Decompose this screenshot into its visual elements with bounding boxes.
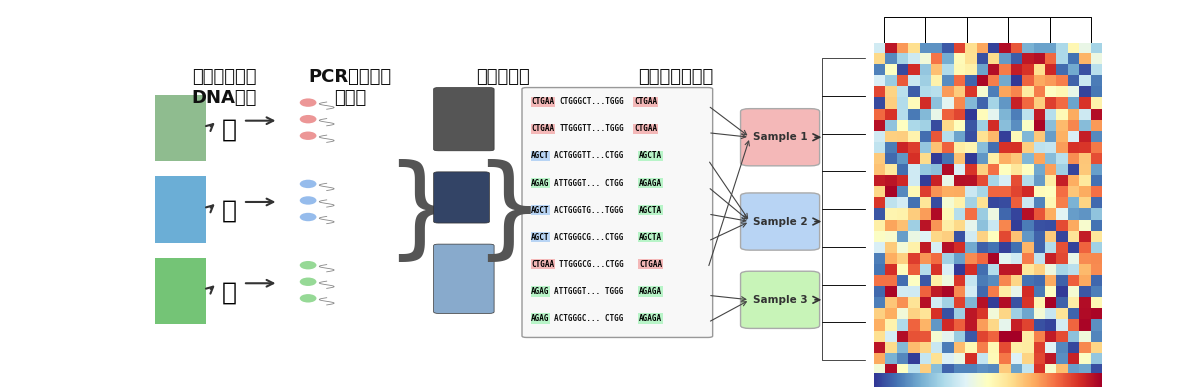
FancyBboxPatch shape [740, 271, 820, 328]
Text: 高通量测序: 高通量测序 [476, 68, 530, 86]
Text: AGAG: AGAG [532, 314, 550, 323]
FancyBboxPatch shape [433, 172, 490, 223]
Ellipse shape [300, 196, 317, 204]
Text: ACTGGGTG...TGGG: ACTGGGTG...TGGG [554, 206, 628, 215]
Text: AGAGA: AGAGA [640, 287, 662, 296]
Text: AGCT: AGCT [532, 206, 550, 215]
Text: 🧬: 🧬 [222, 280, 236, 304]
Text: CTGAA: CTGAA [634, 124, 658, 133]
Ellipse shape [300, 99, 317, 107]
Ellipse shape [300, 131, 317, 140]
Text: }: } [473, 159, 544, 266]
FancyBboxPatch shape [155, 258, 206, 324]
Text: CTGGGCT...TGGG: CTGGGCT...TGGG [559, 97, 624, 106]
Text: }: } [384, 159, 455, 266]
Text: 统计学分析: 统计学分析 [937, 68, 991, 86]
Text: ATTGGGT... TGGG: ATTGGGT... TGGG [554, 287, 628, 296]
Text: CTGAA: CTGAA [532, 97, 554, 106]
Text: Sample 1: Sample 1 [752, 132, 808, 142]
Ellipse shape [300, 261, 317, 269]
Text: 🧬: 🧬 [222, 199, 236, 223]
FancyBboxPatch shape [740, 109, 820, 166]
Text: AGAGA: AGAGA [640, 314, 662, 323]
Text: 🧬: 🧬 [222, 118, 236, 142]
Text: CTGAA: CTGAA [634, 97, 658, 106]
FancyBboxPatch shape [155, 95, 206, 161]
FancyBboxPatch shape [522, 88, 713, 337]
Ellipse shape [300, 115, 317, 124]
Text: Sample 2: Sample 2 [752, 217, 808, 226]
Text: TTGGGCG...CTGG: TTGGGCG...CTGG [559, 260, 629, 269]
FancyBboxPatch shape [155, 176, 206, 242]
FancyBboxPatch shape [740, 193, 820, 250]
Text: AGCT: AGCT [532, 233, 550, 242]
FancyBboxPatch shape [433, 88, 494, 151]
Text: AGAG: AGAG [532, 287, 550, 296]
Ellipse shape [300, 213, 317, 221]
Text: www.tinygene.com: www.tinygene.com [880, 325, 973, 335]
Text: ACTGGGC... CTGG: ACTGGGC... CTGG [554, 314, 628, 323]
Text: CTGAA: CTGAA [640, 260, 662, 269]
Text: ACTGGGCG...CTGG: ACTGGGCG...CTGG [554, 233, 628, 242]
Text: AGCTA: AGCTA [640, 233, 662, 242]
Text: TTGGGTT...TGGG: TTGGGTT...TGGG [559, 124, 624, 133]
Ellipse shape [300, 294, 317, 303]
Text: AGAGA: AGAGA [640, 179, 662, 188]
Text: AGCTA: AGCTA [640, 151, 662, 160]
Text: CTGAA: CTGAA [532, 260, 554, 269]
Text: PCR扩增建库
及标记: PCR扩增建库 及标记 [308, 68, 391, 107]
Ellipse shape [300, 180, 317, 188]
Text: 生物信息学分析: 生物信息学分析 [638, 68, 713, 86]
Text: ACTGGGTT...CTGG: ACTGGGTT...CTGG [554, 151, 628, 160]
Text: @微基: @微基 [911, 307, 932, 317]
Text: AGCT: AGCT [532, 151, 550, 160]
FancyBboxPatch shape [433, 244, 494, 313]
Text: CTGAA: CTGAA [532, 124, 554, 133]
Text: ATTGGGT... CTGG: ATTGGGT... CTGG [554, 179, 628, 188]
Text: AGAG: AGAG [532, 179, 550, 188]
Text: Sample 3: Sample 3 [752, 295, 808, 305]
Text: AGCTA: AGCTA [640, 206, 662, 215]
Text: 微生物基因组
DNA提取: 微生物基因组 DNA提取 [192, 68, 257, 107]
Ellipse shape [300, 278, 317, 286]
